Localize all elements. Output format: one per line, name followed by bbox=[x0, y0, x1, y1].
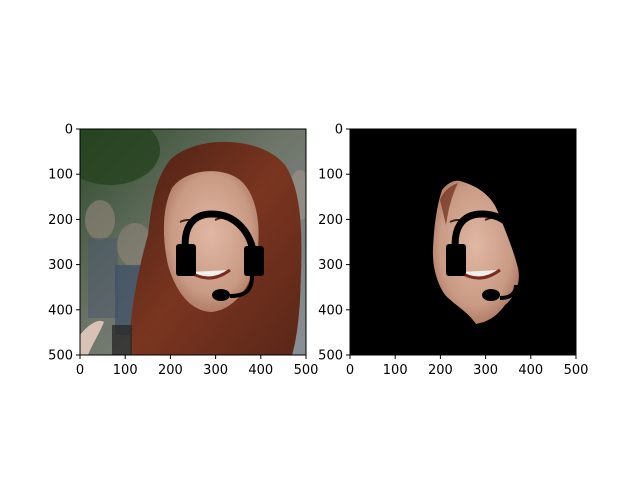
y-tick-label: 100 bbox=[48, 168, 73, 183]
y-tick-label: 100 bbox=[318, 168, 343, 183]
original-photo bbox=[80, 129, 306, 355]
segmented-photo bbox=[350, 129, 576, 355]
x-tick-label: 0 bbox=[346, 363, 354, 378]
x-tick-label: 0 bbox=[76, 363, 84, 378]
axes-frame-right bbox=[349, 128, 577, 356]
x-tick-label: 100 bbox=[113, 363, 138, 378]
y-tick-label: 400 bbox=[318, 303, 343, 318]
x-tick-label: 200 bbox=[158, 363, 183, 378]
x-tick-label: 500 bbox=[564, 363, 589, 378]
x-tick-label: 200 bbox=[428, 363, 453, 378]
y-tick-label: 200 bbox=[318, 213, 343, 228]
x-tick-label: 400 bbox=[248, 363, 273, 378]
x-tick-label: 100 bbox=[383, 363, 408, 378]
x-tick-label: 500 bbox=[294, 363, 319, 378]
y-tick-label: 200 bbox=[48, 213, 73, 228]
axes-frame-left bbox=[79, 128, 307, 356]
x-tick-label: 300 bbox=[203, 363, 228, 378]
y-tick-label: 500 bbox=[318, 349, 343, 364]
x-tick-label: 400 bbox=[518, 363, 543, 378]
y-tick-label: 0 bbox=[65, 123, 73, 138]
y-tick-label: 300 bbox=[318, 258, 343, 273]
y-tick-label: 0 bbox=[335, 123, 343, 138]
x-tick-label: 300 bbox=[473, 363, 498, 378]
y-tick-label: 300 bbox=[48, 258, 73, 273]
headset-overlay-left bbox=[176, 210, 264, 301]
y-tick-label: 400 bbox=[48, 303, 73, 318]
headset-overlay-right bbox=[446, 210, 528, 301]
y-tick-label: 500 bbox=[48, 349, 73, 364]
